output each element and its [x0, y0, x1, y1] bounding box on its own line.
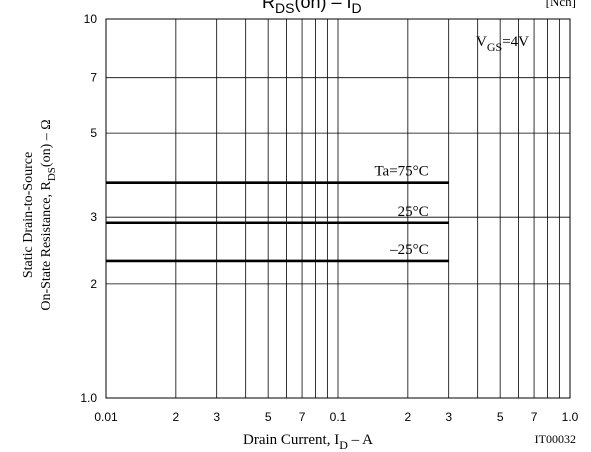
- channel-tag: [Nch]: [546, 0, 576, 9]
- x-tick-label: 2: [172, 410, 179, 424]
- x-tick-label: 3: [445, 410, 452, 424]
- y-tick-labels: 1.0 2 3 5 7 10: [80, 12, 97, 405]
- y-tick-label: 7: [90, 71, 97, 85]
- x-tick-label: 3: [213, 410, 220, 424]
- x-tick-label: 7: [531, 410, 538, 424]
- x-tick-label: 0.1: [330, 410, 347, 424]
- condition-label: VGS=4V: [476, 34, 529, 54]
- series-label: Ta=75°C: [374, 164, 428, 180]
- y-axis-label-line2: On-State Resistance, RDS(on) – Ω: [39, 119, 58, 310]
- y-tick-label: 5: [90, 126, 97, 140]
- x-axis-label: Drain Current, ID – A: [243, 432, 373, 452]
- x-tick-label: 7: [299, 410, 306, 424]
- x-tick-label: 5: [265, 410, 272, 424]
- series-label: 25°C: [398, 204, 429, 220]
- y-tick-label: 1.0: [80, 391, 97, 405]
- y-tick-label: 2: [90, 277, 97, 291]
- x-tick-label: 0.01: [94, 410, 118, 424]
- figure-id: IT00032: [535, 432, 576, 446]
- x-tick-label: 1.0: [562, 410, 579, 424]
- chart-title: RDS(on) – ID: [262, 0, 362, 16]
- series-lines: Ta=75°C 25°C –25°C: [106, 164, 449, 263]
- x-tick-label: 5: [497, 410, 504, 424]
- y-tick-label: 3: [90, 210, 97, 224]
- x-tick-label: 2: [404, 410, 411, 424]
- plot-frame: [105, 18, 571, 399]
- y-axis-label-line1: Static Drain-to-Source: [21, 152, 36, 278]
- y-axis-label: Static Drain-to-Source On-State Resistan…: [21, 119, 58, 310]
- y-tick-label: 10: [84, 12, 98, 26]
- grid-lines: [106, 19, 570, 398]
- series-label: –25°C: [389, 242, 429, 258]
- x-tick-labels: 0.01 2 3 5 7 0.1 2 3 5 7 1.0: [94, 410, 578, 424]
